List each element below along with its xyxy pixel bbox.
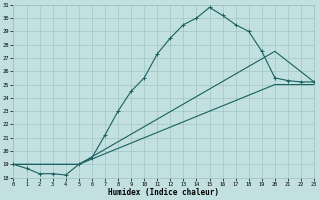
X-axis label: Humidex (Indice chaleur): Humidex (Indice chaleur) [108,188,219,197]
